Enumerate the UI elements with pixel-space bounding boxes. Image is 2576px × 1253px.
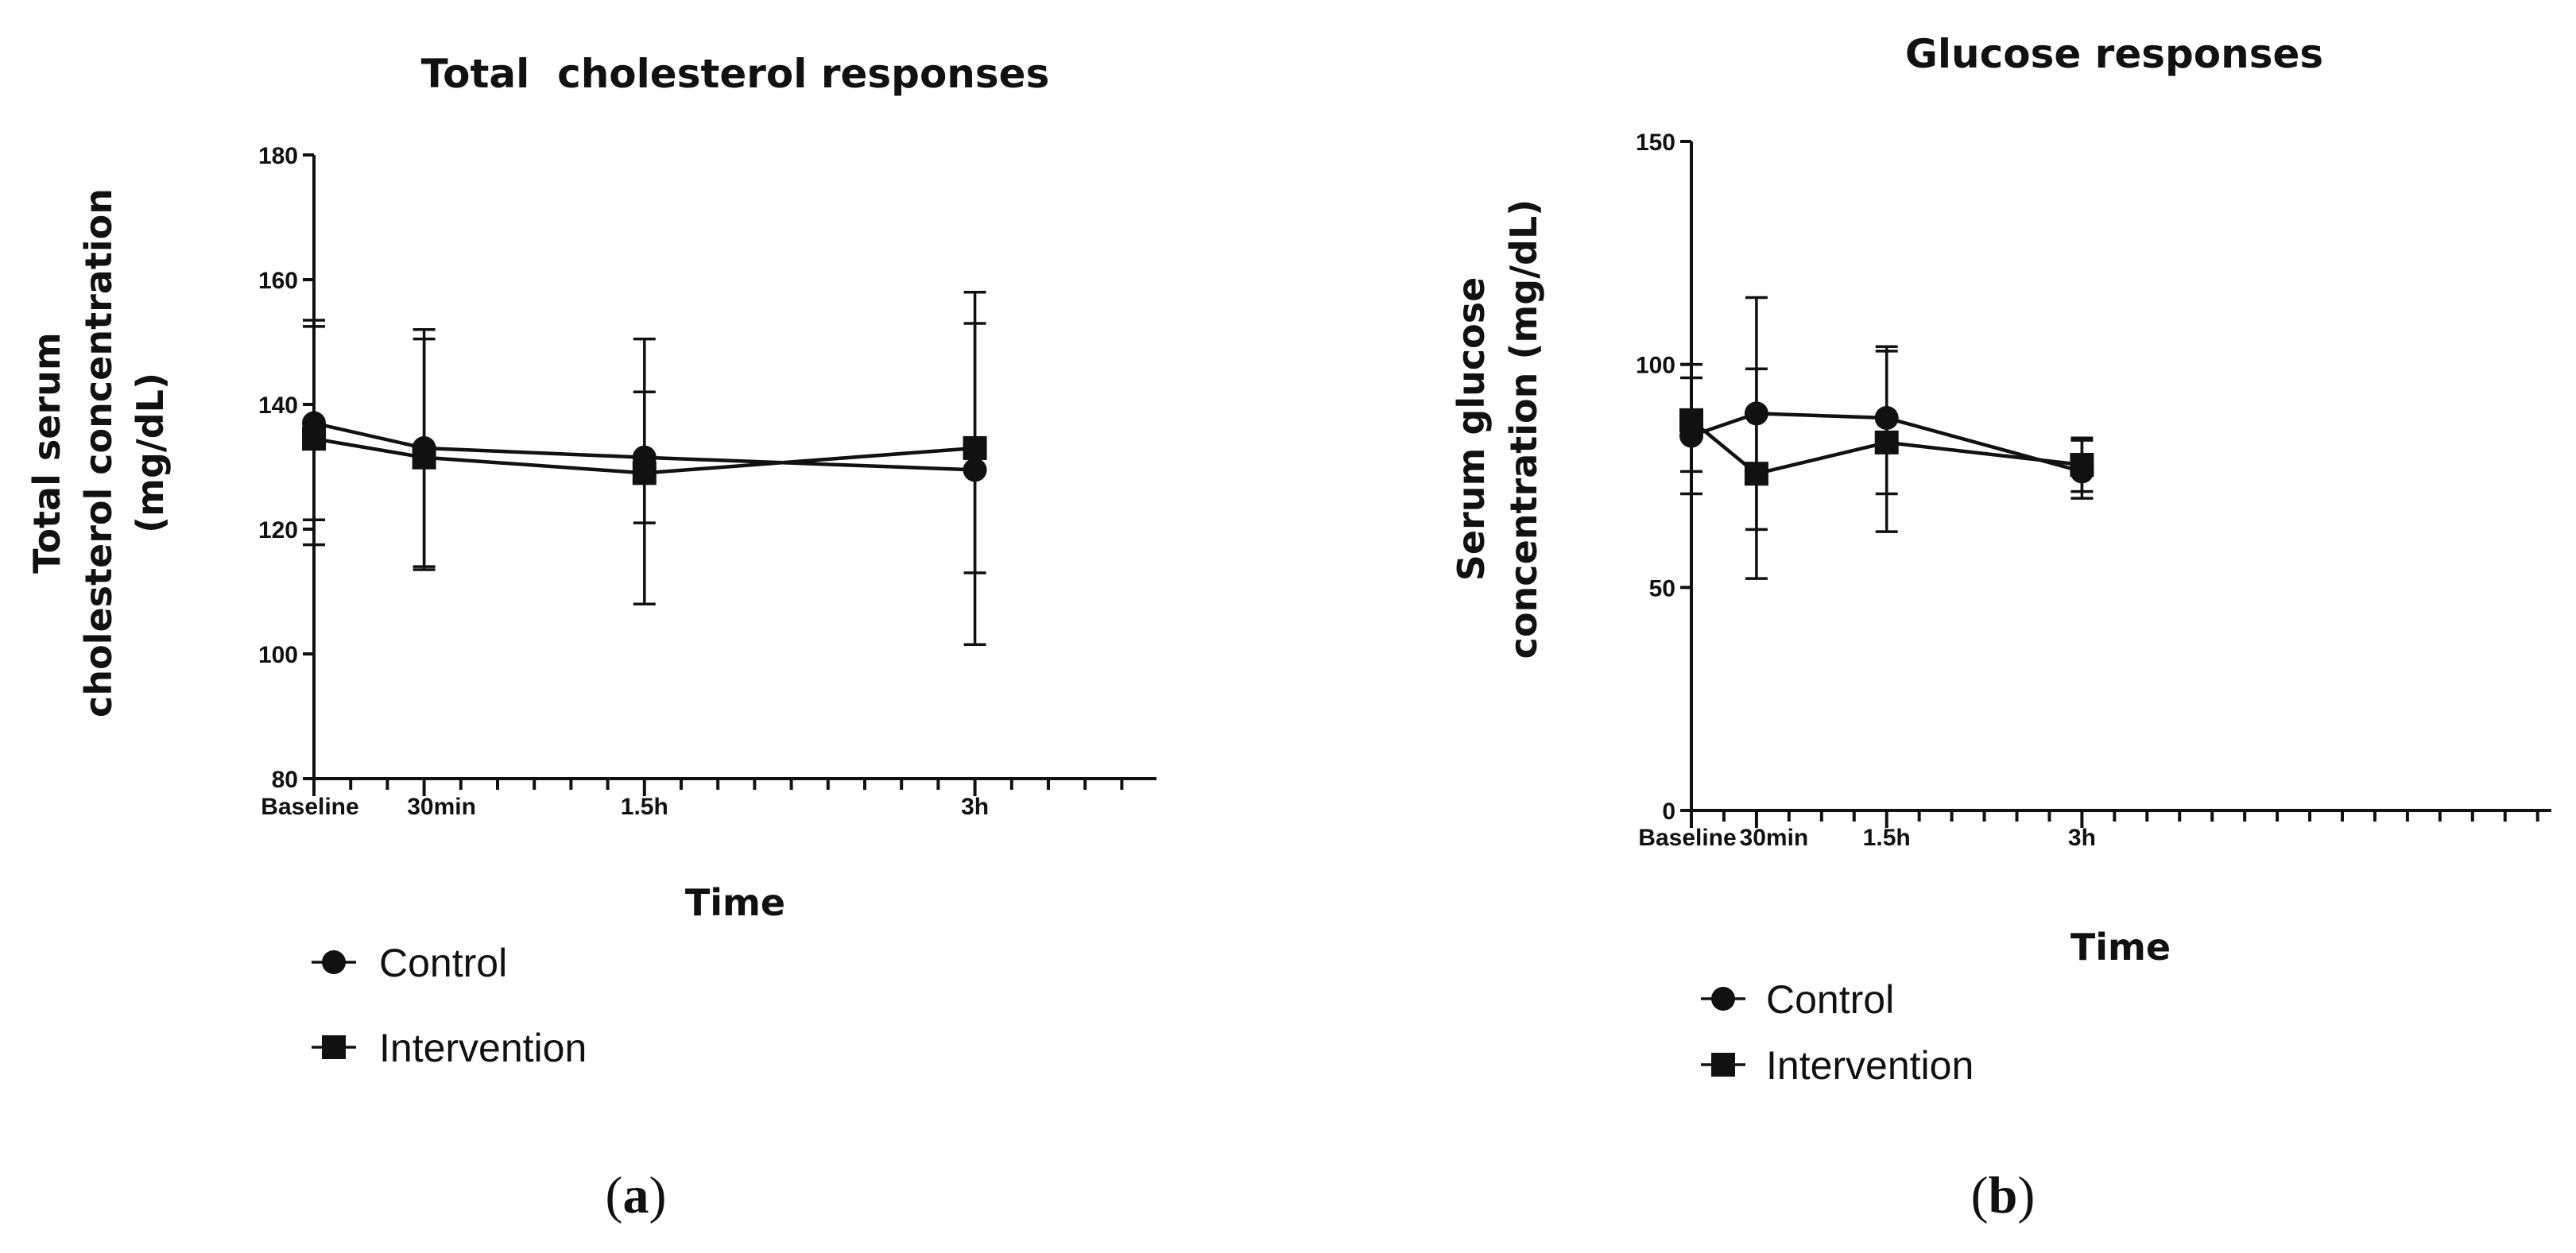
chart-b-xlabel: Time <box>2070 926 2171 969</box>
chart-a-ylabel-line-3: (mg/dL) <box>129 373 172 533</box>
square-marker-icon <box>322 1035 346 1059</box>
chart-b-legend-intervention: Intervention <box>1701 1043 1974 1088</box>
chart-b-x-ticks <box>1690 810 2539 828</box>
data-point-square <box>1679 408 1703 432</box>
series-line <box>313 436 975 475</box>
chart-b-legend: Control Intervention <box>1701 977 1974 1088</box>
chart-b-xtick-label-30min: 30min <box>1740 825 1809 851</box>
chart-b-legend-label-control: Control <box>1766 977 1894 1022</box>
chart-b-legend-control: Control <box>1701 977 1894 1022</box>
chart-b-ylabel-line-2: concentration (mg/dL) <box>1502 199 1545 659</box>
data-point-square <box>412 445 436 470</box>
data-point-square <box>632 461 657 485</box>
chart-b-xtick-label-1-5h: 1.5h <box>1863 825 1911 851</box>
chart-a-xtick-label-baseline: Baseline <box>261 794 358 820</box>
chart-a-ytick-label: 80 <box>272 767 298 793</box>
circle-marker-icon <box>322 950 346 974</box>
data-point-square <box>963 435 987 460</box>
chart-a-legend-control: Control <box>312 941 507 985</box>
chart-b-xtick-label-baseline: Baseline <box>1638 825 1736 851</box>
chart-a-ylabel-line-1: Total serum <box>25 332 68 574</box>
chart-a-ylabel: Total serum cholesterol concentration (m… <box>25 188 172 717</box>
chart-a-x-ticks <box>312 779 1124 796</box>
chart-a-ytick-label: 120 <box>258 517 298 543</box>
chart-b-x-tick-labels: Baseline 30min 1.5h 3h <box>1638 825 2096 851</box>
chart-b-legend-label-intervention: Intervention <box>1766 1043 1974 1088</box>
series-line <box>313 421 975 472</box>
chart-a-legend-intervention: Intervention <box>312 1026 587 1070</box>
chart-a-series-intervention <box>302 319 987 574</box>
chart-b: Glucose responses Serum glucose concentr… <box>1450 31 2551 1224</box>
chart-b-ylabel: Serum glucose concentration (mg/dL) <box>1450 199 1545 659</box>
circle-marker-icon <box>1711 987 1735 1011</box>
chart-a-ytick-label: 160 <box>258 268 298 294</box>
data-point-square <box>302 427 326 451</box>
chart-a-series <box>302 290 987 646</box>
chart-b-xtick-label-3h: 3h <box>2068 825 2096 851</box>
data-point-square <box>1744 462 1768 486</box>
chart-b-y-ticks: 0 50 100 150 <box>1636 130 1691 825</box>
data-point-square <box>2070 452 2094 477</box>
chart-a-xtick-label-3h: 3h <box>961 794 989 820</box>
series-line <box>1690 419 2082 476</box>
chart-a-xtick-label-30min: 30min <box>407 794 476 820</box>
chart-a-y-ticks: 80 100 120 140 160 180 <box>258 143 314 793</box>
series-line <box>1691 412 2082 474</box>
chart-a-ytick-label: 180 <box>258 143 298 169</box>
chart-a-x-tick-labels: Baseline 30min 1.5h 3h <box>261 794 989 820</box>
chart-a-xlabel: Time <box>685 881 785 924</box>
chart-a-title: Total cholesterol responses <box>421 51 1050 97</box>
chart-b-ytick-label: 100 <box>1636 353 1675 379</box>
chart-b-ylabel-line-1: Serum glucose <box>1450 277 1493 582</box>
data-point-square <box>1874 430 1899 454</box>
chart-a-legend-label-intervention: Intervention <box>379 1026 587 1070</box>
chart-a-xtick-label-1-5h: 1.5h <box>621 794 668 820</box>
chart-b-panel-label: (b) <box>1971 1166 2036 1224</box>
square-marker-icon <box>1711 1053 1735 1077</box>
chart-b-ytick-label: 0 <box>1662 799 1675 825</box>
chart-a-legend: Control Intervention <box>312 941 587 1070</box>
chart-b-title: Glucose responses <box>1905 31 2323 77</box>
chart-b-series <box>1679 296 2094 580</box>
chart-a-panel-label: (a) <box>606 1166 667 1224</box>
chart-b-ytick-label: 50 <box>1649 575 1675 601</box>
chart-a-ytick-label: 100 <box>258 642 298 668</box>
chart-a-ytick-label: 140 <box>258 393 298 419</box>
chart-a-ylabel-line-2: cholesterol concentration <box>77 188 120 717</box>
chart-a: Total cholesterol responses Total serum … <box>25 51 1156 1224</box>
chart-b-series-intervention <box>1679 350 2094 580</box>
chart-b-ytick-label: 150 <box>1636 130 1675 156</box>
chart-a-legend-label-control: Control <box>379 941 507 985</box>
